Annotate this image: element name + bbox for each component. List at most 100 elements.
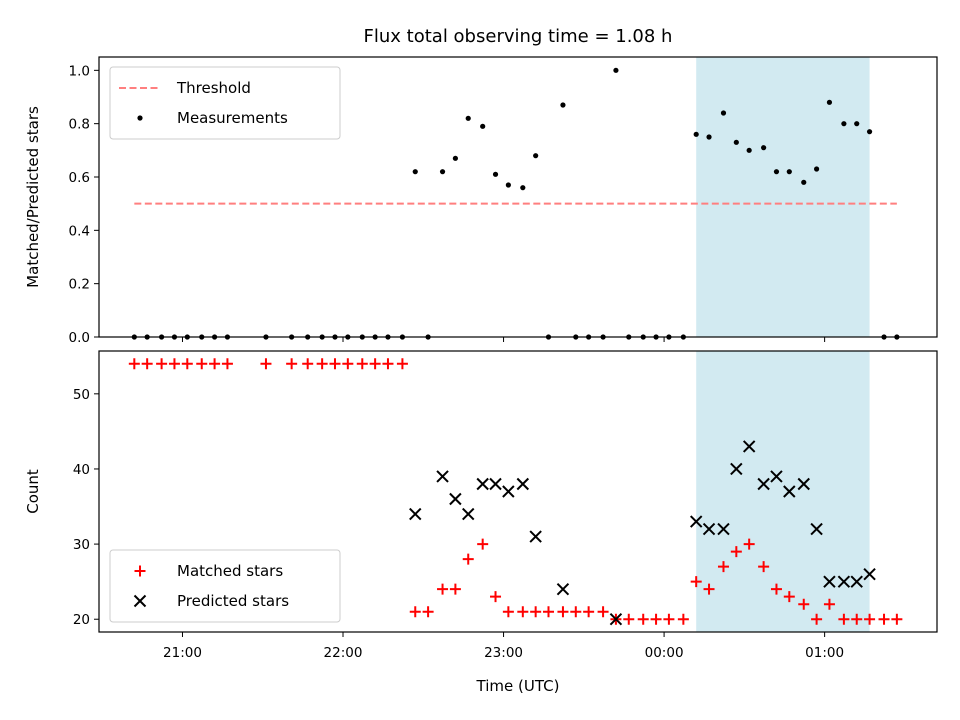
- series-matched-stars: [128, 358, 903, 625]
- data-point: [717, 561, 729, 573]
- data-point: [798, 598, 810, 610]
- top-panel: 0.0 0.2 0.4 0.6 0.8 1.0 Matched/Predicted star…: [24, 56, 938, 346]
- data-point: [702, 522, 716, 536]
- data-point: [452, 155, 458, 161]
- data-point: [720, 110, 727, 116]
- data-point: [543, 606, 555, 618]
- y-tick-label: 0.4: [69, 223, 90, 239]
- data-point: [570, 606, 582, 618]
- legend-label: Measurements: [177, 109, 288, 127]
- data-point: [520, 185, 526, 191]
- data-point: [409, 606, 421, 618]
- data-point: [141, 358, 153, 370]
- data-point: [437, 583, 449, 595]
- data-point: [663, 613, 675, 625]
- y-axis-label: Matched/Predicted stars: [24, 106, 42, 288]
- data-point: [783, 591, 795, 603]
- legend: Matched stars Predicted stars: [109, 549, 341, 623]
- data-point: [730, 546, 742, 558]
- data-point: [797, 477, 810, 491]
- data-point: [783, 485, 796, 498]
- data-point: [757, 477, 770, 491]
- data-point: [449, 583, 461, 595]
- data-point: [743, 538, 755, 550]
- y-tick-label: 50: [73, 387, 90, 403]
- data-point: [449, 492, 462, 506]
- x-axis-label: Time (UTC): [476, 677, 560, 695]
- data-point: [260, 358, 272, 370]
- data-point: [181, 358, 193, 370]
- data-point: [717, 522, 730, 536]
- data-point: [811, 613, 823, 625]
- x-tick-label: 22:00: [324, 645, 363, 661]
- data-point: [502, 485, 515, 498]
- y-axis-label: Count: [24, 469, 42, 514]
- data-point: [556, 582, 570, 596]
- data-point: [770, 583, 782, 595]
- data-point: [878, 613, 890, 625]
- data-point: [706, 134, 712, 140]
- data-point: [422, 606, 434, 618]
- x-tick-label: 21:00: [163, 645, 202, 661]
- data-point: [342, 358, 354, 370]
- data-point: [505, 182, 511, 188]
- data-point: [382, 358, 394, 370]
- data-point: [560, 102, 566, 108]
- y-tick-label: 0.0: [69, 330, 90, 346]
- legend-box: [109, 66, 341, 140]
- data-point: [637, 613, 649, 625]
- data-point: [866, 129, 873, 135]
- axes-frame: [98, 350, 938, 633]
- data-point: [480, 123, 486, 129]
- y-tick-label: 0.2: [69, 277, 90, 293]
- data-point: [609, 613, 623, 626]
- y-tick-label: 0.8: [69, 117, 90, 133]
- data-point: [746, 147, 752, 153]
- data-point: [583, 606, 595, 618]
- data-point: [837, 575, 851, 588]
- legend-swatch: [137, 115, 143, 121]
- data-point: [850, 575, 863, 588]
- data-point: [502, 606, 514, 618]
- data-point: [838, 613, 850, 625]
- data-point: [196, 358, 208, 370]
- data-point: [489, 477, 502, 491]
- data-point: [516, 477, 530, 491]
- data-point: [302, 358, 314, 370]
- data-point: [650, 613, 662, 625]
- data-point: [356, 358, 368, 370]
- data-point: [773, 169, 780, 175]
- data-point: [490, 591, 502, 603]
- data-point: [761, 145, 767, 151]
- y-tick-label: 1.0: [69, 63, 90, 79]
- data-point: [730, 462, 743, 476]
- legend-swatch: [134, 565, 146, 577]
- data-point: [209, 358, 221, 370]
- data-point: [436, 470, 449, 483]
- data-point: [690, 576, 702, 588]
- data-point: [623, 613, 635, 625]
- data-point: [477, 538, 489, 550]
- data-point: [677, 613, 689, 625]
- data-point: [462, 507, 475, 521]
- data-point: [826, 99, 833, 105]
- data-point: [613, 67, 619, 73]
- x-tick-label: 01:00: [805, 645, 844, 661]
- data-point: [758, 561, 770, 573]
- data-point: [529, 530, 542, 543]
- data-point: [854, 121, 860, 127]
- highlight-span: [696, 57, 870, 337]
- legend: Threshold Measurements: [109, 66, 341, 140]
- data-point: [476, 477, 489, 491]
- data-point: [770, 470, 783, 483]
- data-point: [733, 139, 739, 145]
- data-point: [396, 358, 408, 370]
- data-point: [891, 613, 903, 625]
- data-point: [465, 115, 471, 121]
- data-point: [369, 358, 381, 370]
- data-point: [823, 575, 836, 588]
- data-point: [786, 169, 792, 175]
- y-tick-label: 30: [73, 537, 90, 553]
- data-point: [409, 507, 422, 521]
- y-tick-label: 40: [73, 462, 90, 478]
